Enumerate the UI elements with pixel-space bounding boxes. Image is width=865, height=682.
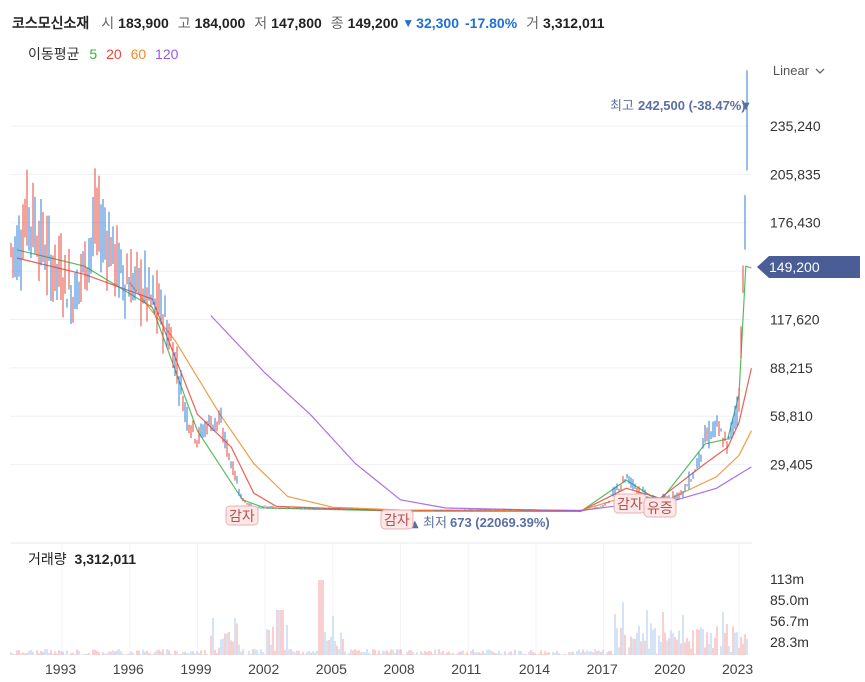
ma-120-label[interactable]: 120	[155, 46, 179, 62]
low-value: 147,800	[271, 15, 322, 31]
low-marker-icon: ▲	[411, 519, 419, 530]
event-marker-label: 감자	[229, 508, 255, 524]
x-tick-label: 2020	[654, 661, 685, 677]
volume-tick-label: 85.0m	[770, 592, 809, 608]
stock-name: 코스모신소재	[12, 15, 90, 31]
x-tick-label: 2005	[316, 661, 347, 677]
event-marker[interactable]: 감자	[380, 509, 414, 530]
moving-average-title: 이동평균	[28, 46, 80, 62]
current-price-tag: 149,200	[757, 256, 860, 278]
time-axis: 1993 1996 1999 2002 2005 2008 2011 2014 2017 2020…	[45, 661, 753, 677]
change-value: 32,300	[416, 15, 459, 31]
event-marker-label: 유증	[647, 500, 673, 516]
volume-header-label: 거	[526, 15, 540, 31]
open-value: 183,900	[118, 15, 169, 31]
y-tick-label: 176,430	[770, 215, 821, 231]
event-marker[interactable]: 감자	[225, 505, 259, 526]
chevron-down-icon	[815, 68, 825, 74]
volume-panel-label: 거래량 3,312,011	[28, 549, 136, 569]
ma-120-line	[210, 315, 752, 512]
low-annotation-label: 최저	[423, 515, 447, 530]
candlesticks	[10, 70, 748, 512]
ma-20-label[interactable]: 20	[106, 46, 122, 62]
x-tick-label: 2023	[722, 661, 753, 677]
high-annotation-value: 242,500 (-38.47%)	[638, 98, 746, 113]
high-annotation-label: 최고	[610, 98, 634, 113]
close-label: 종	[330, 15, 344, 31]
ma-60-line	[129, 282, 752, 512]
ma-20-line	[16, 257, 752, 512]
volume-bars	[10, 580, 748, 655]
ma-60-label[interactable]: 60	[130, 46, 147, 62]
low-annotation-value: 673 (22069.39%)	[450, 515, 550, 530]
x-tick-label: 2008	[384, 661, 415, 677]
x-tick-label: 1999	[180, 661, 211, 677]
high-marker-icon: ▼	[742, 101, 750, 112]
x-tick-label: 2017	[587, 661, 618, 677]
down-arrow-icon: ▼	[402, 16, 415, 30]
scale-selector[interactable]: Linear	[773, 63, 825, 78]
y-tick-label: 58,810	[770, 408, 813, 424]
high-value: 184,000	[194, 15, 246, 31]
event-marker[interactable]: 유증	[643, 497, 677, 518]
y-tick-label: 88,215	[770, 360, 813, 376]
moving-average-lines	[16, 249, 752, 512]
scale-selector-value: Linear	[772, 63, 809, 78]
high-label: 고	[177, 15, 191, 31]
event-marker[interactable]: 감자	[613, 493, 647, 514]
y-tick-label: 205,835	[770, 166, 821, 182]
y-tick-label: 29,405	[770, 457, 813, 473]
event-marker-label: 감자	[617, 496, 643, 512]
x-tick-label: 2011	[451, 661, 481, 677]
x-tick-label: 2014	[519, 661, 550, 677]
y-tick-label: 117,620	[770, 311, 820, 327]
low-label: 저	[254, 15, 268, 31]
volume-header-value: 3,312,011	[543, 15, 605, 31]
x-tick-label: 2002	[248, 661, 279, 677]
price-header: 코스모신소재 시 183,900 고 184,000 저 147,800 종 1…	[12, 12, 614, 34]
open-label: 시	[101, 15, 115, 31]
volume-tick-label: 56.7m	[770, 613, 809, 629]
ma-5-line	[16, 249, 752, 512]
y-tick-label: 235,240	[770, 118, 821, 134]
volume-label: 거래량	[28, 551, 67, 567]
x-tick-label: 1996	[113, 661, 144, 677]
price-axis: 235,240 205,835 176,430 117,620 88,215 58,810…	[770, 118, 821, 473]
close-value: 149,200	[347, 15, 399, 31]
volume-tick-label: 113m	[770, 571, 804, 587]
current-price-value: 149,200	[769, 259, 820, 275]
volume-axis: 113m 85.0m 56.7m 28.3m	[770, 571, 809, 650]
volume-value: 3,312,011	[74, 551, 137, 567]
volume-tick-label: 28.3m	[770, 634, 809, 650]
change-percent: -17.80%	[465, 15, 518, 31]
x-tick-label: 1993	[45, 661, 76, 677]
chart-grid	[10, 125, 752, 655]
event-marker-label: 감자	[384, 512, 410, 528]
ma-5-label[interactable]: 5	[89, 46, 98, 62]
moving-average-legend: 이동평균 5 20 60 120	[28, 44, 183, 64]
